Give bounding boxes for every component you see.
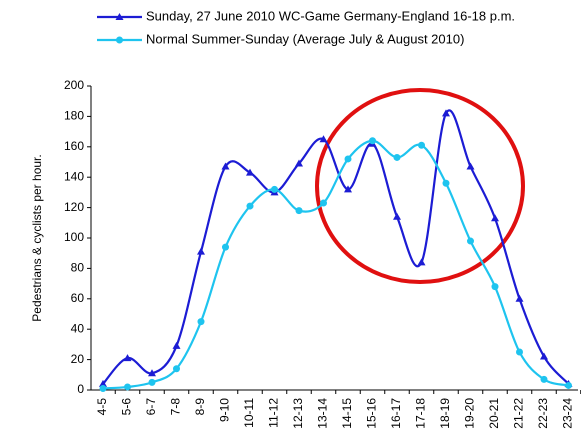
x-tick-label: 9-10 (218, 398, 232, 422)
marker (344, 185, 352, 193)
marker (148, 369, 156, 377)
x-tick-label: 21-22 (512, 398, 526, 429)
marker (466, 162, 475, 170)
marker (393, 153, 401, 161)
marker (393, 212, 401, 220)
marker (320, 199, 327, 207)
y-tick-label: 60 (71, 291, 85, 305)
marker (197, 318, 205, 326)
y-tick-label: 180 (64, 109, 84, 123)
marker (344, 155, 352, 163)
marker (491, 214, 499, 222)
marker (442, 179, 450, 187)
marker (222, 243, 229, 251)
y-tick-label: 160 (64, 139, 84, 153)
x-tick-label: 16-17 (389, 398, 403, 429)
marker (540, 375, 548, 383)
x-tick-label: 6-7 (144, 398, 158, 416)
x-tick-label: 23-24 (561, 398, 575, 429)
marker (115, 13, 124, 20)
marker (467, 237, 474, 245)
marker (173, 365, 180, 373)
y-tick-label: 80 (71, 261, 85, 275)
marker (515, 294, 524, 302)
marker (172, 341, 181, 349)
marker (319, 135, 328, 143)
annotation-circle (315, 88, 525, 284)
marker (442, 109, 450, 117)
series-line (102, 139, 569, 390)
x-tick-label: 10-11 (242, 398, 256, 428)
marker (221, 162, 230, 170)
marker (295, 159, 303, 167)
x-tick-label: 18-19 (438, 398, 452, 429)
marker (271, 185, 278, 193)
x-tick-label: 5-6 (120, 398, 134, 416)
marker (197, 247, 205, 255)
marker (246, 202, 254, 210)
marker (99, 384, 107, 392)
x-tick-label: 8-9 (193, 398, 207, 416)
marker (417, 258, 426, 266)
y-tick-label: 120 (64, 200, 84, 214)
x-tick-label: 4-5 (95, 398, 109, 416)
marker (516, 348, 523, 356)
marker (369, 137, 376, 145)
y-tick-label: 140 (64, 169, 84, 183)
legend-label: Normal Summer-Sunday (Average July & Aug… (146, 31, 464, 46)
marker (540, 352, 548, 360)
marker (148, 378, 156, 386)
marker (418, 141, 425, 149)
x-tick-label: 20-21 (487, 398, 501, 429)
x-tick-label: 22-23 (536, 398, 550, 429)
marker (491, 283, 499, 291)
x-tick-label: 11-12 (267, 398, 281, 428)
x-tick-label: 7-8 (169, 398, 183, 416)
y-tick-label: 100 (64, 230, 84, 244)
x-tick-label: 14-15 (340, 398, 354, 429)
marker (124, 383, 131, 391)
x-tick-label: 13-14 (316, 398, 330, 429)
x-tick-label: 15-16 (365, 398, 379, 429)
legend-label: Sunday, 27 June 2010 WC-Game Germany-Eng… (146, 8, 515, 23)
marker (295, 207, 303, 215)
marker (565, 381, 572, 389)
y-axis-label: Pedestrians & cyclists per hour. (30, 154, 44, 321)
marker (116, 36, 123, 44)
x-tick-label: 12-13 (291, 398, 305, 429)
y-tick-label: 40 (71, 321, 85, 335)
marker (99, 379, 107, 387)
x-tick-label: 17-18 (414, 398, 428, 429)
y-tick-label: 20 (71, 352, 85, 366)
y-tick-label: 0 (77, 382, 84, 396)
marker (123, 354, 132, 362)
x-tick-label: 19-20 (463, 398, 477, 429)
marker (246, 168, 254, 176)
y-tick-label: 200 (64, 78, 84, 92)
